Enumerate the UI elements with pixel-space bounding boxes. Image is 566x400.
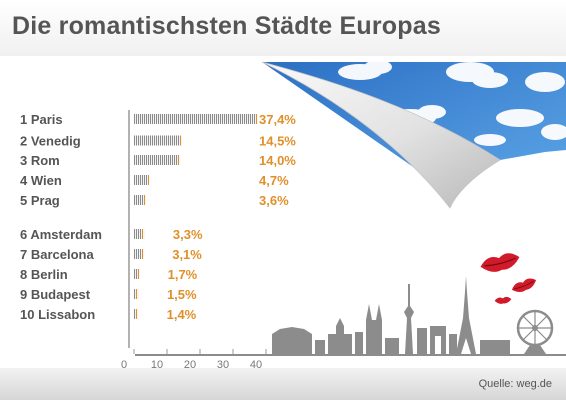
ferris-wheel-icon: [516, 309, 554, 354]
value-label: 14,5%: [259, 134, 296, 149]
value-label: 3,6%: [259, 193, 289, 208]
arch-icon: [430, 326, 446, 354]
kiss-lips-icon: [480, 253, 537, 304]
eiffel-tower-icon: [456, 276, 476, 354]
category-label: 2 Venedig: [20, 134, 81, 149]
category-label: 4 Wien: [20, 173, 62, 188]
bar: [134, 229, 145, 239]
bars: 1 Paris 37,4% 2 Venedig 14,5% 3 Rom 14,0% 4 Wi…: [20, 112, 296, 322]
bar: [134, 289, 139, 299]
bar: [134, 195, 146, 205]
category-label: 3 Rom: [20, 153, 60, 168]
bar: [134, 135, 182, 146]
value-label: 14,0%: [259, 153, 296, 168]
tv-tower-icon: [404, 284, 414, 354]
value-label: 4,7%: [259, 173, 289, 188]
building-shape: [355, 332, 363, 354]
building-shape: [480, 340, 510, 354]
page-curl: [261, 61, 501, 209]
bar: [134, 309, 139, 319]
church-icon: [328, 318, 352, 354]
bar: [134, 175, 150, 185]
category-label: 5 Prag: [20, 193, 60, 208]
cathedral-icon: [366, 304, 382, 354]
value-label: 1,5%: [167, 287, 197, 302]
value-label: 3,3%: [173, 227, 203, 242]
page-title: Die romantischsten Städte Europas: [12, 12, 441, 40]
x-tick-label: 0: [121, 359, 127, 371]
source-label: Quelle: weg.de: [478, 378, 552, 390]
value-label: 37,4%: [259, 112, 296, 127]
bar: [134, 155, 181, 165]
category-label: 8 Berlin: [20, 267, 68, 282]
bar: [134, 249, 145, 259]
value-label: 1,4%: [167, 307, 197, 322]
bar: [134, 114, 258, 124]
skyline-base: [135, 354, 566, 356]
category-label: 10 Lissabon: [20, 307, 95, 322]
city-skyline: [135, 276, 566, 356]
title-band: [0, 0, 566, 56]
category-label: 9 Budapest: [20, 287, 91, 302]
building-shape: [315, 340, 325, 354]
footer-band: [0, 368, 566, 400]
building-shape: [449, 334, 457, 354]
bar: [134, 269, 140, 279]
building-shape: [417, 328, 427, 354]
cloud-icon: [338, 60, 566, 146]
category-label: 1 Paris: [20, 112, 63, 127]
building-shape: [385, 338, 399, 354]
colosseum-icon: [272, 327, 312, 354]
value-label: 3,1%: [172, 247, 202, 262]
category-label: 6 Amsterdam: [20, 227, 102, 242]
category-label: 7 Barcelona: [20, 247, 94, 262]
value-label: 1,7%: [168, 267, 198, 282]
